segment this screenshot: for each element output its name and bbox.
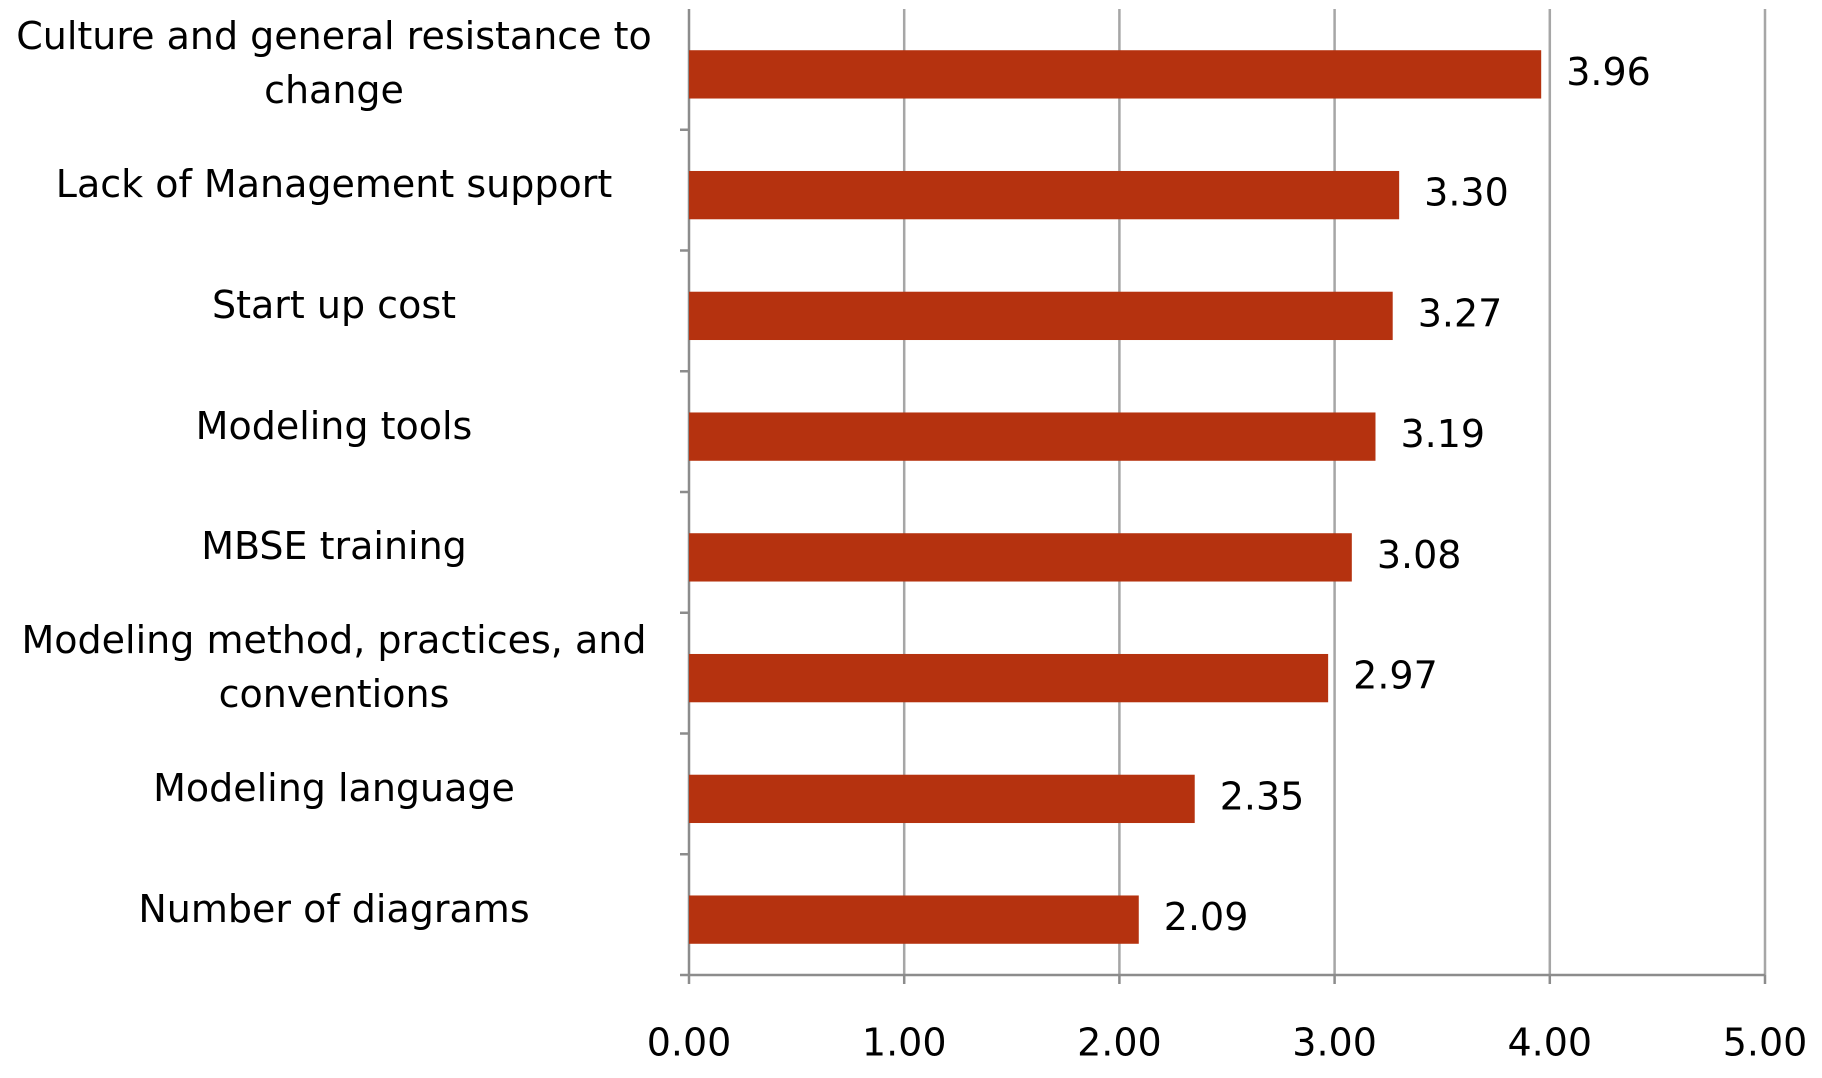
- bar: [689, 653, 1329, 703]
- y-tick-label: Culture and general resistance to change: [16, 14, 652, 113]
- data-label: 3.30: [1424, 171, 1509, 215]
- data-label: 2.97: [1353, 654, 1438, 698]
- data-label: 3.19: [1400, 412, 1485, 456]
- bar: [689, 170, 1400, 220]
- y-tick-label: Lack of Management support: [55, 162, 613, 207]
- data-label: 2.09: [1164, 895, 1249, 939]
- y-tick-label: Modeling tools: [195, 403, 473, 448]
- data-label: 2.35: [1220, 774, 1305, 818]
- y-tick-label: Modeling language: [153, 765, 515, 810]
- bar: [689, 533, 1352, 582]
- data-label: 3.96: [1566, 50, 1651, 94]
- x-tick-label: 0.00: [647, 1021, 732, 1065]
- bar: [689, 291, 1393, 341]
- bar: [689, 50, 1542, 99]
- y-tick-label: MBSE training: [201, 524, 467, 569]
- x-tick-label: 1.00: [862, 1021, 947, 1065]
- bar: [689, 774, 1195, 824]
- bar: [689, 412, 1376, 461]
- x-tick-label: 3.00: [1292, 1021, 1377, 1065]
- data-label: 3.27: [1418, 291, 1503, 335]
- x-tick-label: 5.00: [1723, 1021, 1808, 1065]
- y-tick-label: Modeling method, practices, and conventi…: [21, 618, 647, 717]
- bar: [689, 895, 1139, 944]
- x-tick-label: 4.00: [1507, 1021, 1592, 1065]
- y-tick-label: Start up cost: [211, 282, 457, 327]
- x-tick-label: 2.00: [1077, 1021, 1162, 1065]
- y-tick-label: Number of diagrams: [138, 886, 530, 931]
- data-label: 3.08: [1377, 533, 1462, 577]
